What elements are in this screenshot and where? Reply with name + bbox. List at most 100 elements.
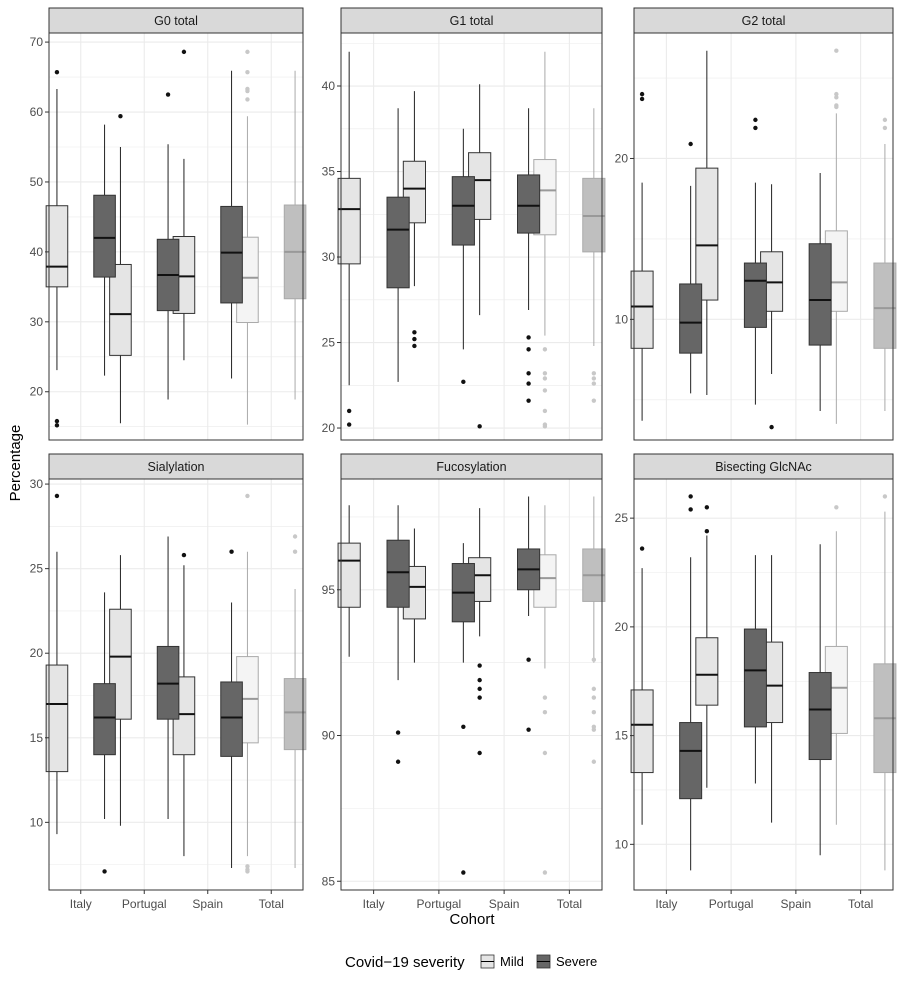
y-tick-label: 25	[615, 511, 629, 525]
outlier-point	[639, 96, 645, 102]
outlier-point	[542, 709, 548, 715]
box	[743, 628, 767, 728]
outlier-point	[412, 343, 417, 349]
outlier-point	[245, 97, 250, 102]
legend-key-severe	[536, 954, 551, 969]
outlier-point	[542, 750, 548, 756]
box-severe-portugal	[156, 92, 180, 400]
strip-background	[340, 453, 603, 480]
panel-background	[634, 33, 893, 440]
x-tick-label: Spain	[192, 897, 223, 911]
box-mild-italy	[337, 505, 361, 657]
outlier-point	[688, 494, 693, 499]
outlier-point	[688, 507, 693, 512]
outlier-point	[395, 759, 401, 764]
box-mild-italy	[45, 493, 69, 835]
outlier-point	[591, 759, 597, 764]
box-severe-total	[283, 534, 307, 869]
outlier-point	[477, 424, 482, 429]
outlier-point	[591, 381, 597, 386]
box	[743, 262, 767, 328]
box-severe-italy	[679, 494, 703, 871]
box	[386, 539, 410, 608]
box-severe-italy	[386, 505, 410, 764]
box	[517, 174, 541, 234]
box-severe-italy	[679, 141, 703, 394]
outlier-point	[477, 750, 482, 756]
x-tick-label: Total	[557, 897, 582, 911]
panel-background	[341, 479, 602, 890]
panel-fucosylation: Fucosylation 85 90 95 Italy Portugal Spain Tota…	[322, 453, 606, 911]
x-tick-label: Portugal	[417, 897, 462, 911]
box	[220, 681, 243, 757]
outlier-point	[542, 347, 548, 352]
outlier-point	[542, 408, 548, 414]
box-severe-italy	[93, 124, 116, 376]
box-severe-spain	[220, 549, 243, 869]
outlier-point	[346, 422, 352, 427]
box	[220, 205, 243, 304]
box-severe-total	[283, 70, 307, 400]
outlier-point	[245, 869, 250, 874]
y-tick-label: 70	[30, 35, 44, 49]
outlier-point	[542, 870, 548, 875]
y-tick-label: 25	[322, 336, 336, 350]
strip-label: Sialylation	[148, 460, 205, 474]
strip-label: Fucosylation	[436, 460, 506, 474]
y-tick-label: 15	[615, 729, 629, 743]
outlier-point	[245, 88, 250, 94]
box	[337, 542, 361, 608]
outlier-point	[753, 117, 758, 123]
outlier-point	[54, 69, 60, 75]
outlier-point	[704, 505, 710, 510]
x-tick-label: Italy	[70, 897, 92, 911]
box	[630, 689, 654, 774]
y-tick-label: 40	[30, 245, 44, 259]
outlier-point	[542, 695, 548, 700]
outlier-point	[591, 686, 597, 692]
outlier-point	[118, 114, 123, 119]
outlier-point	[54, 493, 60, 499]
outlier-point	[245, 864, 250, 869]
outlier-point	[292, 534, 298, 539]
box-severe-portugal	[156, 536, 180, 819]
y-tick-label: 15	[30, 731, 44, 745]
strip-label: Bisecting GlcNAc	[715, 460, 812, 474]
outlier-point	[639, 546, 645, 551]
outlier-point	[526, 398, 531, 403]
panel-sialylation: Sialylation 10 15 20 25 30 Italy Portugal Spain T…	[30, 453, 307, 911]
box	[695, 637, 719, 706]
box-severe-total	[582, 496, 606, 764]
outlier-point	[229, 549, 234, 554]
outlier-point	[704, 528, 710, 534]
outlier-point	[591, 376, 597, 381]
y-tick-label: 20	[615, 620, 629, 634]
outlier-point	[882, 117, 888, 123]
y-tick-label: 50	[30, 175, 44, 189]
box-mild-portugal	[695, 505, 719, 788]
y-tick-label: 90	[322, 729, 336, 743]
x-tick-label: Portugal	[709, 897, 754, 911]
outlier-point	[834, 104, 839, 110]
outlier-point	[591, 398, 597, 403]
box	[630, 270, 654, 349]
outlier-point	[639, 91, 645, 97]
x-tick-label: Total	[259, 897, 284, 911]
outlier-point	[461, 870, 466, 875]
y-tick-label: 30	[30, 477, 44, 491]
strip-background	[48, 453, 304, 480]
outlier-point	[769, 424, 774, 430]
outlier-point	[834, 91, 839, 97]
x-tick-label: Spain	[781, 897, 812, 911]
outlier-point	[181, 552, 187, 558]
y-tick-label: 10	[30, 815, 44, 829]
outlier-point	[542, 371, 548, 376]
outlier-point	[591, 657, 597, 662]
box-severe-italy	[386, 108, 410, 382]
y-tick-label: 60	[30, 105, 44, 119]
box-mild-italy	[630, 546, 654, 825]
outlier-point	[461, 379, 466, 385]
outlier-point	[346, 408, 352, 414]
outlier-point	[526, 381, 531, 386]
